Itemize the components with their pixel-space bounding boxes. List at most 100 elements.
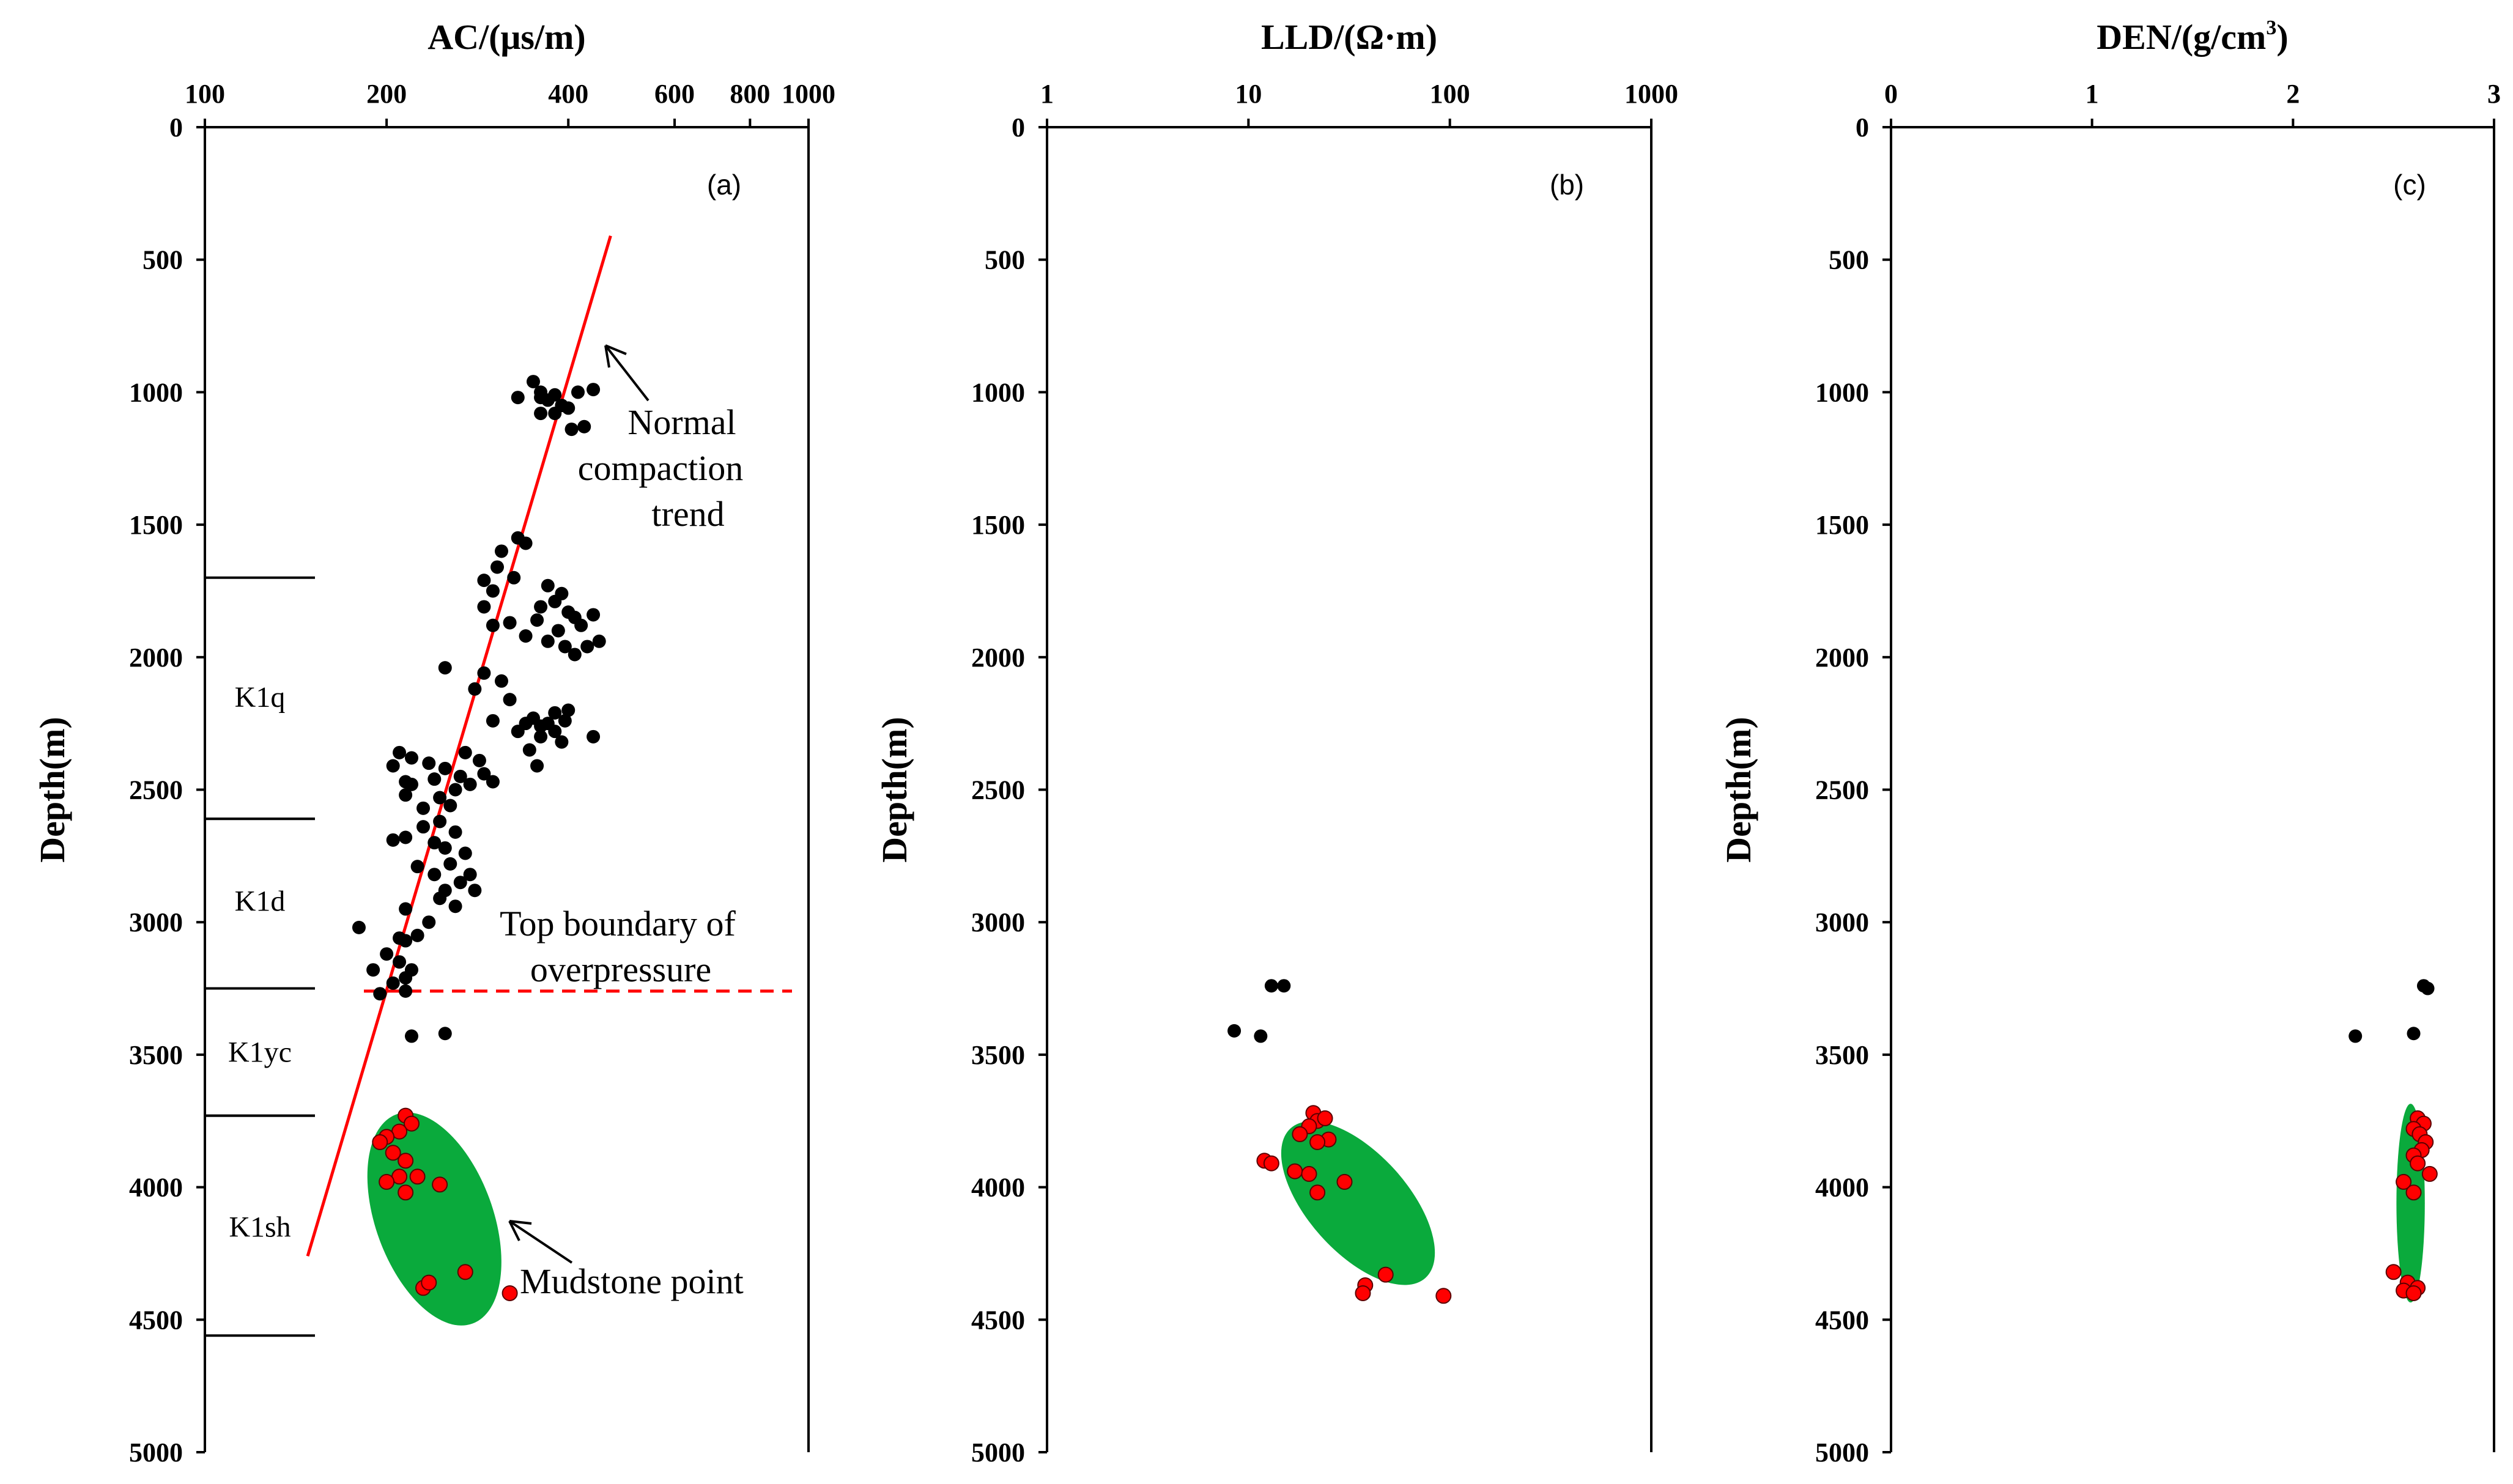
data-point [568,648,582,662]
y-tick-label: 4500 [129,1305,183,1335]
panel-den: 0 1 2 3 0 500 1000 1500 2000 2500 3000 3500 4000 4500… [1719,17,2501,1467]
data-point [555,586,569,600]
x-tick-label: 10 [1235,79,1262,109]
data-point [526,375,540,389]
y-tick-label: 4500 [1815,1305,1869,1335]
x-tick-label: 100 [1430,79,1470,109]
mudstone-point [398,1184,414,1201]
y-axis-title: Depth(m) [32,717,72,862]
data-point [548,706,562,720]
data-point [404,1029,418,1043]
data-point [541,717,555,731]
data-point [433,814,447,829]
data-point [399,934,413,948]
mudstone-arrow-head [508,1220,532,1241]
data-point [352,920,366,934]
data-point [433,892,447,906]
x-axis-title: AC/(μs/m) [427,17,585,57]
data-point [541,634,555,648]
trend-annotation: compaction [578,448,744,488]
data-point [463,777,477,791]
y-axis-title: Depth(m) [1719,717,1758,862]
data-point [519,629,533,643]
y-tick-label: 4000 [971,1173,1025,1203]
y-tick-label: 500 [1829,245,1869,275]
x-tick-label: 100 [185,79,225,109]
overpressure-annotation: overpressure [530,950,711,989]
data-point [438,761,452,775]
y-tick-label: 1000 [1815,377,1869,407]
trend-annotation: trend [651,494,724,534]
mudstone-point [379,1173,395,1190]
y-tick-label: 3500 [1815,1040,1869,1070]
data-point [587,608,601,622]
data-point [1277,979,1291,993]
trend-arrow-head [604,344,627,368]
data-point [477,767,491,781]
y-tick-label: 2000 [129,643,183,673]
x-tick-label: 1000 [782,79,835,109]
x-tick-label: 1000 [1624,79,1678,109]
trend-arrow [604,344,650,402]
y-tick-label: 0 [169,113,183,142]
y-tick-label: 3000 [971,907,1025,937]
data-point [448,783,462,797]
data-point [463,868,477,882]
y-tick-label: 0 [1012,113,1025,142]
data-point [534,600,548,614]
data-point [427,836,442,850]
mudstone-point [403,1115,420,1132]
data-point [511,391,525,405]
y-tick-label: 3000 [1815,907,1869,937]
data-point [438,1027,452,1041]
data-point [386,759,400,773]
y-tick-label: 1500 [1815,510,1869,540]
data-point [458,846,472,860]
data-point [494,544,508,558]
mudstone-point [2405,1184,2422,1201]
x-tick-label: 1 [2086,79,2099,109]
data-point [1264,979,1278,993]
data-point [399,902,413,916]
data-point [433,791,447,805]
y-tick-label: 0 [1856,113,1869,142]
data-point [438,661,452,675]
data-point [404,777,418,791]
data-point [2407,1027,2421,1041]
data-point [373,987,387,1001]
data-point [472,753,486,767]
y-tick-label: 3000 [129,907,183,937]
y-tick-label: 5000 [1815,1438,1869,1467]
data-point [555,735,569,749]
data-point [526,711,540,725]
mudstone-point [501,1285,518,1301]
data-point [551,624,565,638]
y-tick-label: 1000 [129,377,183,407]
data-point [490,560,505,574]
data-point [486,714,500,728]
data-point [1254,1029,1268,1043]
data-point [534,729,548,744]
y-tick-label: 2000 [1815,643,1869,673]
data-point [511,531,525,545]
strata-label: K1q [235,681,286,714]
mudstone-point [1377,1266,1394,1283]
data-point [564,423,579,437]
mudstone-point [1336,1173,1353,1190]
y-tick-label: 500 [142,245,183,275]
data-point [399,984,413,998]
trend-annotation: Normal [627,402,736,442]
data-point [422,756,436,770]
mudstone-point [372,1134,388,1150]
y-tick-label: 3500 [971,1040,1025,1070]
data-point [486,618,500,632]
y-tick-label: 4000 [1815,1173,1869,1203]
data-point [438,841,452,855]
strata-label: K1yc [228,1036,292,1069]
data-point [580,640,594,654]
data-point [1227,1024,1242,1038]
panel-tag: (a) [707,169,741,201]
data-point [534,407,548,421]
